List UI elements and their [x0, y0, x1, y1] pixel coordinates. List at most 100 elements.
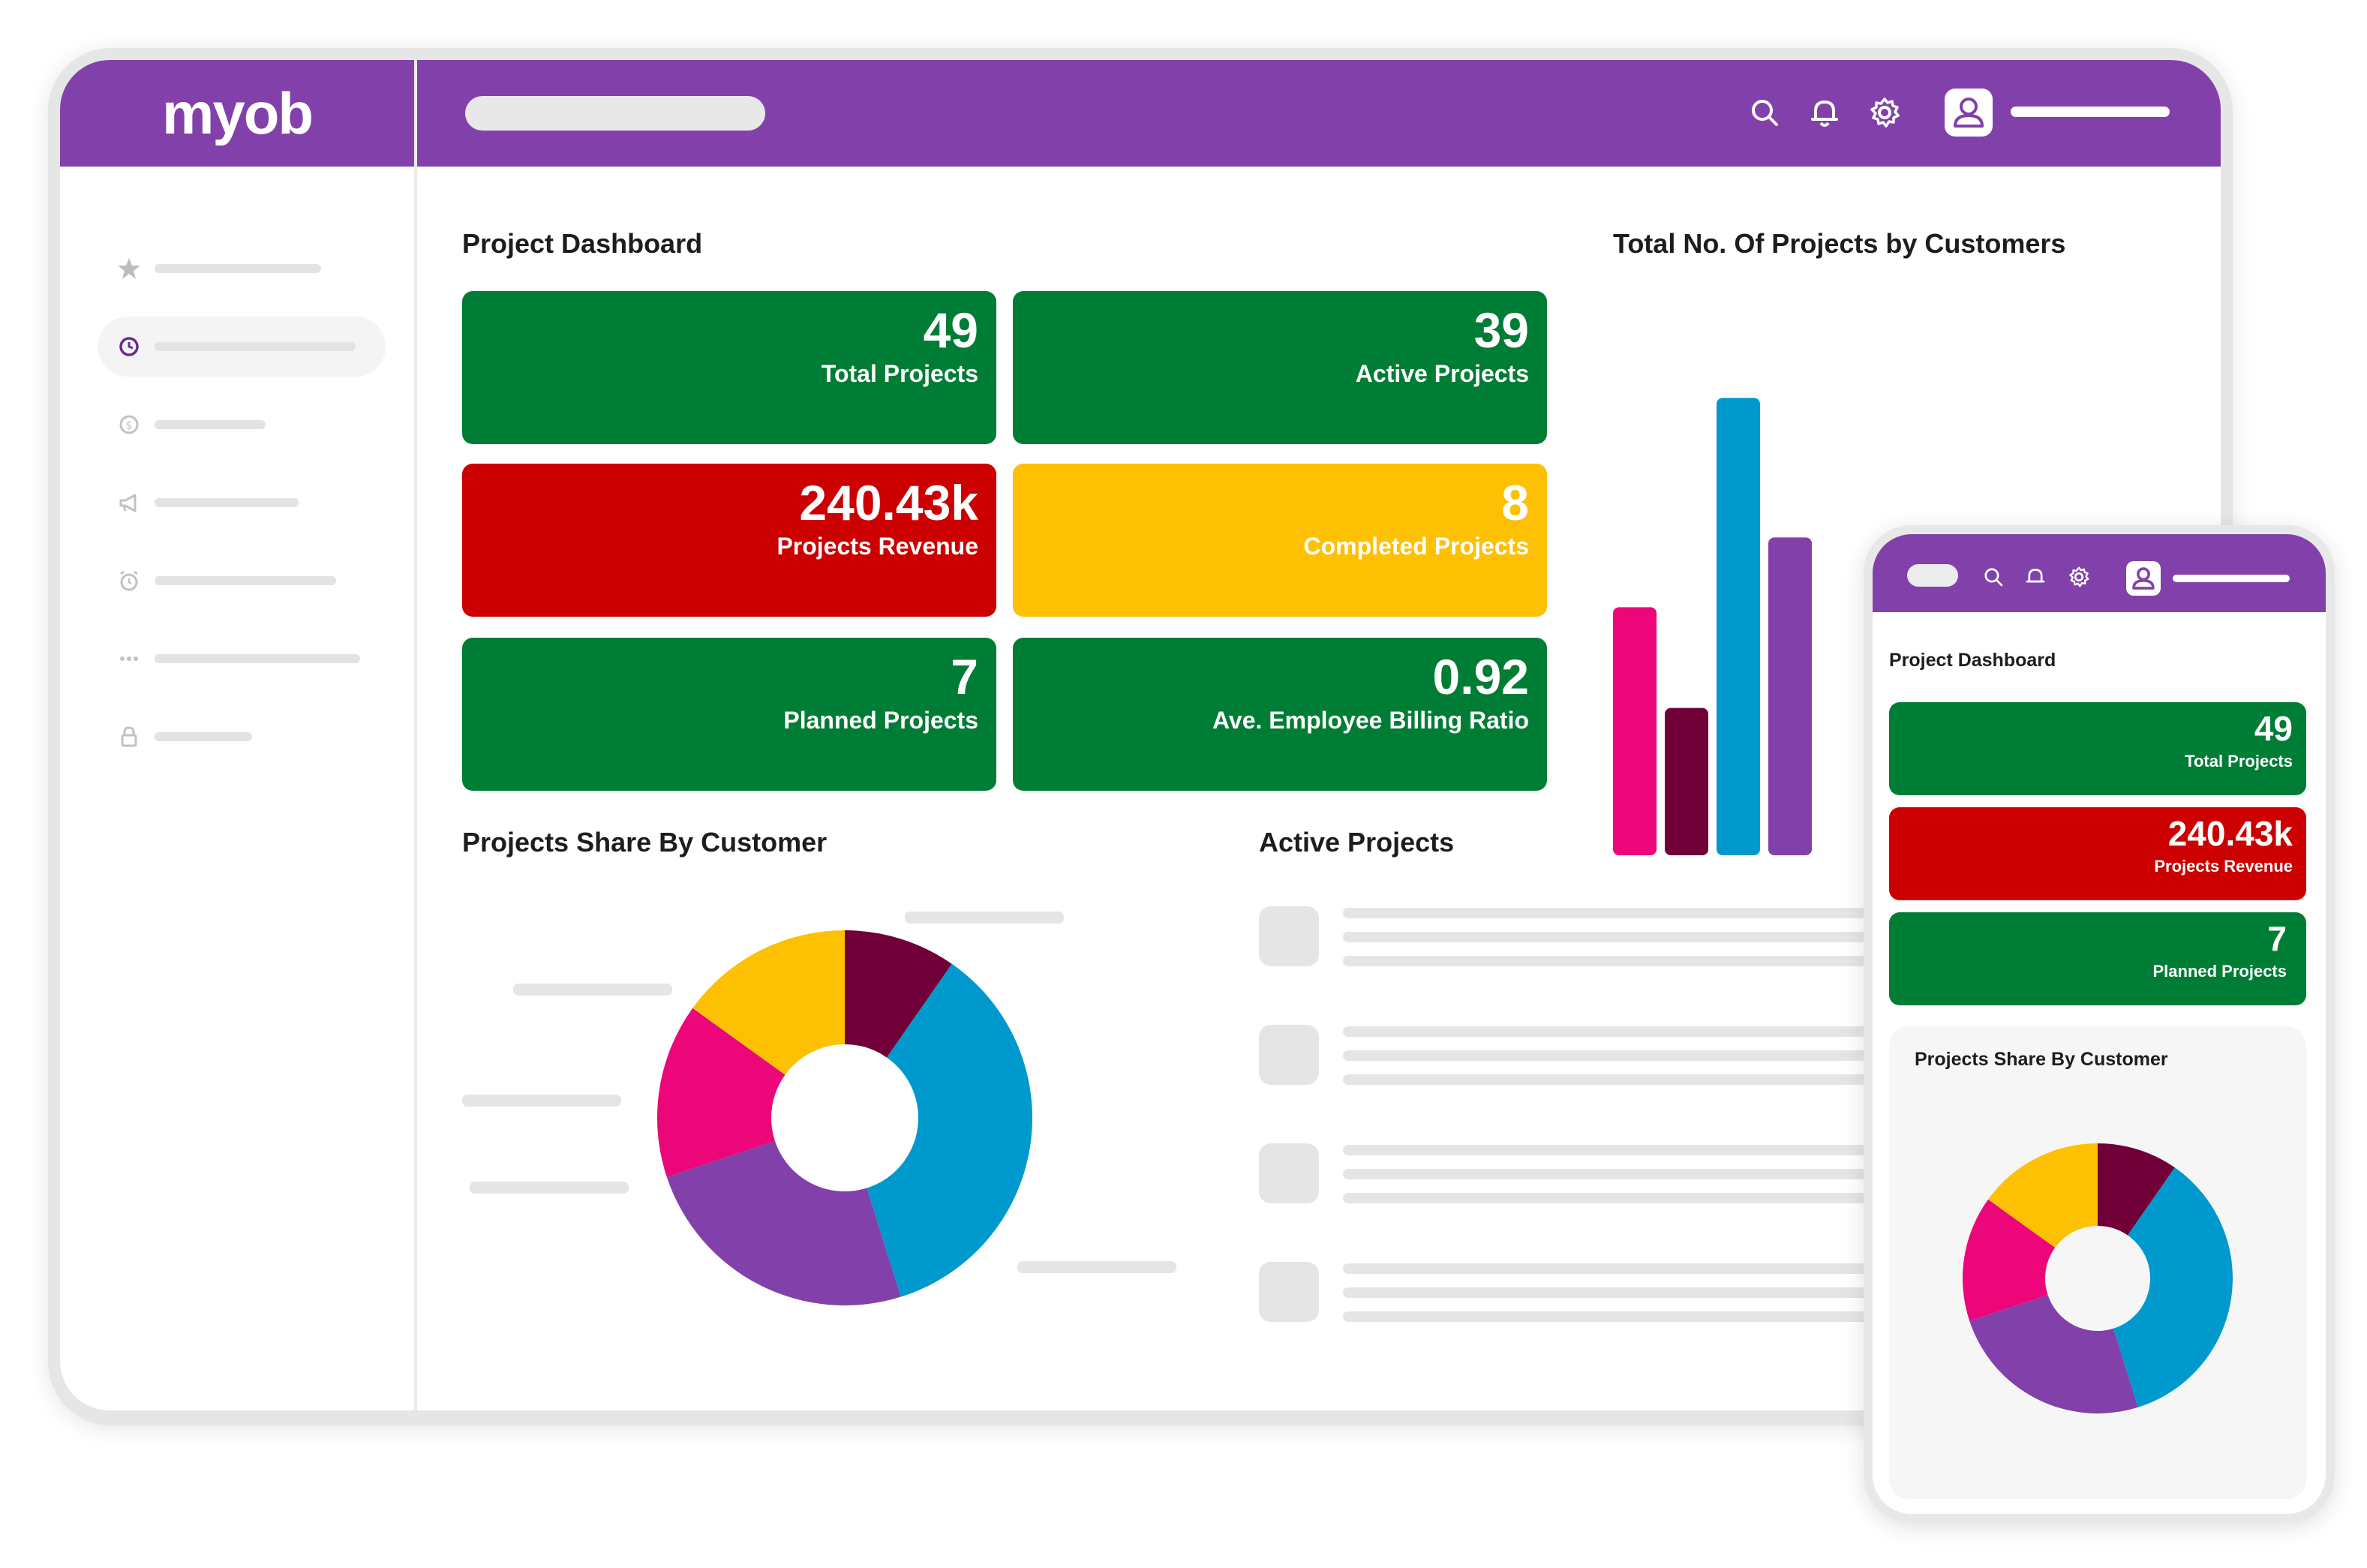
legend-placeholder	[513, 984, 672, 996]
kpi-value: 39	[1473, 302, 1529, 358]
search-icon[interactable]	[1982, 566, 2005, 588]
sidebar-item-favourites[interactable]	[98, 239, 386, 299]
bar-chart	[1613, 398, 1812, 855]
mobile-page-title: Project Dashboard	[1889, 650, 2056, 671]
sidebar-item-label	[155, 498, 299, 507]
project-line	[1343, 1169, 1958, 1179]
gear-icon[interactable]	[1868, 96, 1901, 129]
legend-placeholder	[470, 1182, 629, 1194]
donut-slice-2[interactable]	[867, 963, 1032, 1297]
sidebar-item-time[interactable]	[98, 317, 386, 377]
user-avatar-icon	[2132, 567, 2155, 590]
sidebar-item-marketing[interactable]	[98, 473, 386, 533]
donut-slice-5[interactable]	[692, 930, 845, 1075]
mobile-user-name-placeholder[interactable]	[2173, 575, 2290, 582]
sidebar-divider	[414, 60, 417, 1410]
share-chart-title: Projects Share By Customer	[462, 827, 828, 858]
svg-text:$: $	[125, 419, 133, 432]
legend-placeholder	[905, 912, 1064, 924]
kpi-label: Total Projects	[2185, 752, 2293, 770]
kpi-value: 240.43k	[2167, 814, 2293, 853]
project-line	[1343, 908, 1958, 918]
phone-screen: Project Dashboard 49 Total Projects 240.…	[1873, 534, 2326, 1514]
search-icon[interactable]	[1748, 96, 1781, 129]
kpi-total-projects[interactable]: 49 Total Projects	[462, 291, 996, 444]
mobile-user-avatar[interactable]	[2126, 561, 2161, 596]
kpi-billing-ratio[interactable]: 0.92 Ave. Employee Billing Ratio	[1013, 638, 1547, 791]
search-bar[interactable]	[465, 96, 765, 131]
legend-placeholder	[1017, 1261, 1176, 1273]
bar-2[interactable]	[1665, 707, 1708, 855]
kpi-planned-projects[interactable]: 7 Planned Projects	[462, 638, 996, 791]
mobile-search-bar[interactable]	[1907, 564, 1958, 587]
project-line	[1343, 1193, 1958, 1203]
donut-chart	[657, 930, 1032, 1305]
bar-chart-title: Total No. Of Projects by Customers	[1613, 228, 2066, 259]
project-thumbnail[interactable]	[1259, 906, 1319, 966]
project-line	[1343, 956, 1958, 966]
donut-slice-2[interactable]	[2113, 1167, 2233, 1407]
project-thumbnail[interactable]	[1259, 1143, 1319, 1203]
sidebar-item-label	[155, 576, 336, 585]
sidebar-item-label	[155, 264, 321, 273]
project-line	[1343, 1074, 1958, 1085]
kpi-value: 0.92	[1432, 649, 1529, 704]
kpi-value: 8	[1501, 475, 1529, 530]
project-thumbnail[interactable]	[1259, 1025, 1319, 1085]
kpi-completed-projects[interactable]: 8 Completed Projects	[1013, 464, 1547, 617]
sidebar-item-more[interactable]	[98, 629, 386, 689]
mobile-kpi-planned-projects[interactable]: 7 Planned Projects	[1889, 912, 2306, 1005]
bell-icon[interactable]	[1808, 96, 1841, 129]
kpi-label: Planned Projects	[783, 707, 978, 734]
kpi-label: Total Projects	[821, 360, 978, 387]
mobile-kpi-projects-revenue[interactable]: 240.43k Projects Revenue	[1889, 807, 2306, 900]
donut-slice-4[interactable]	[1963, 1199, 2056, 1321]
legend-placeholder	[462, 1095, 621, 1107]
sidebar-item-reminders[interactable]	[98, 551, 386, 611]
donut-slice-1[interactable]	[2098, 1143, 2175, 1236]
kpi-label: Ave. Employee Billing Ratio	[1212, 707, 1529, 734]
kpi-label: Active Projects	[1355, 360, 1529, 387]
clock-icon	[119, 337, 139, 356]
kpi-active-projects[interactable]: 39 Active Projects	[1013, 291, 1547, 444]
bar-4[interactable]	[1768, 537, 1812, 855]
kpi-label: Planned Projects	[2152, 962, 2287, 981]
alarm-icon	[120, 570, 138, 591]
kpi-value: 49	[923, 302, 978, 358]
gear-icon[interactable]	[2068, 566, 2090, 588]
sidebar-item-money[interactable]: $	[98, 395, 386, 455]
sidebar-item-security[interactable]	[98, 707, 386, 767]
sidebar-item-label	[155, 654, 360, 663]
dollar-icon: $	[119, 415, 139, 434]
project-line	[1343, 1263, 1958, 1274]
top-bar	[60, 60, 2221, 167]
project-line	[1343, 1145, 1958, 1155]
project-line	[1343, 1311, 1958, 1322]
donut-slice-5[interactable]	[1988, 1143, 2098, 1248]
kpi-projects-revenue[interactable]: 240.43k Projects Revenue	[462, 464, 996, 617]
sidebar-item-label	[155, 420, 266, 429]
bar-1[interactable]	[1613, 607, 1657, 855]
megaphone-icon	[119, 494, 137, 512]
mobile-donut-chart	[1963, 1143, 2233, 1413]
mobile-kpi-total-projects[interactable]: 49 Total Projects	[1889, 702, 2306, 795]
user-avatar[interactable]	[1945, 89, 1993, 137]
bell-icon[interactable]	[2024, 566, 2047, 588]
donut-slice-3[interactable]	[1969, 1295, 2138, 1413]
donut-slice-1[interactable]	[845, 930, 952, 1058]
active-projects-title: Active Projects	[1259, 827, 1455, 858]
page-title: Project Dashboard	[462, 228, 703, 259]
bar-3[interactable]	[1717, 398, 1760, 855]
project-line	[1343, 1026, 1958, 1037]
user-avatar-icon	[1954, 98, 1984, 128]
donut-slice-3[interactable]	[666, 1140, 901, 1305]
donut-slice-4[interactable]	[657, 1008, 785, 1177]
user-name-placeholder[interactable]	[2011, 107, 2170, 117]
kpi-value: 240.43k	[799, 475, 978, 530]
project-thumbnail[interactable]	[1259, 1262, 1319, 1322]
kpi-value: 49	[2254, 709, 2293, 748]
myob-logo[interactable]: myob	[161, 80, 314, 146]
project-line	[1343, 1287, 1958, 1298]
sidebar-item-label	[155, 342, 356, 351]
project-line	[1343, 932, 1958, 942]
